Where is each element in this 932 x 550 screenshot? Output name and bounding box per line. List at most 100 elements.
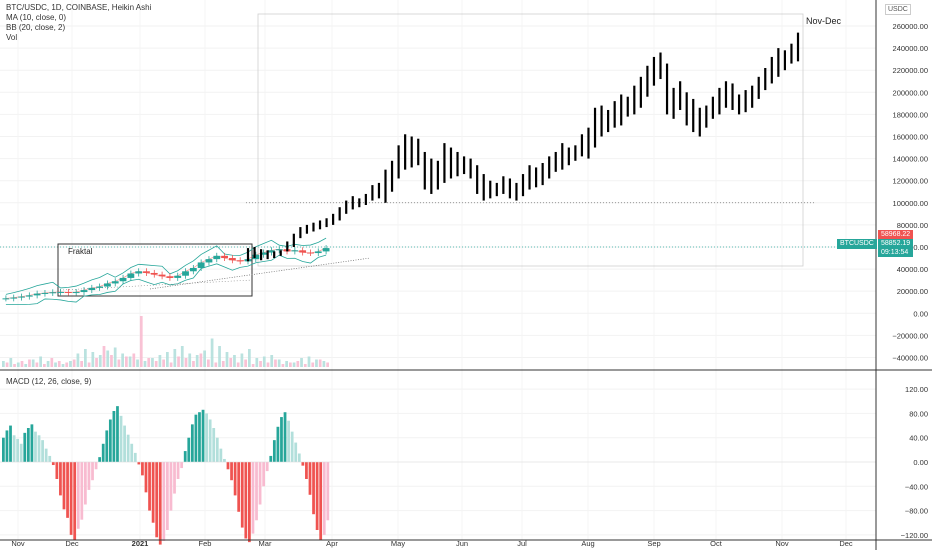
history-candle — [268, 250, 275, 253]
history-candle — [252, 254, 260, 260]
macd-bar — [166, 462, 169, 530]
time-tick-label: Sep — [647, 539, 660, 548]
macd-bar — [158, 462, 162, 545]
macd-bar — [294, 442, 298, 462]
volume-bar — [292, 362, 296, 367]
macd-bar — [248, 462, 251, 543]
volume-bar — [143, 361, 147, 367]
volume-bar — [300, 358, 303, 367]
volume-bar — [125, 356, 128, 367]
price-tick-label: 200000.00 — [893, 88, 928, 97]
time-tick-label: Mar — [259, 539, 272, 548]
volume-bar — [151, 358, 154, 367]
macd-bar — [240, 462, 244, 528]
history-candle — [25, 295, 33, 297]
price-tick-label: 180000.00 — [893, 110, 928, 119]
volume-bar — [5, 362, 9, 367]
chart-legend: BTC/USDC, 1D, COINBASE, Heikin Ashi MA (… — [6, 3, 151, 43]
time-tick-label: 2021 — [132, 539, 149, 548]
time-tick-label: Feb — [199, 539, 212, 548]
macd-bar — [312, 462, 315, 515]
volume-bar — [322, 361, 326, 367]
macd-histogram — [0, 406, 876, 545]
volume-bar — [2, 361, 5, 367]
fraktal-annotation-box — [57, 243, 253, 297]
price-label-green: 58852.19 09:13:54 — [878, 239, 914, 257]
macd-bar — [51, 462, 55, 466]
macd-bar — [155, 462, 159, 538]
volume-bar — [154, 361, 158, 367]
history-candle — [299, 250, 307, 253]
price-tick-label: 120000.00 — [893, 177, 928, 186]
history-candle — [307, 252, 314, 254]
volume-bar — [307, 356, 311, 367]
macd-bar — [169, 462, 173, 511]
volume-bar — [214, 362, 218, 367]
volume-bar — [199, 353, 203, 367]
history-candle — [275, 249, 283, 251]
volume-bar — [248, 349, 251, 367]
history-candle — [135, 271, 143, 274]
volume-bar — [46, 361, 50, 367]
volume-bar — [262, 356, 266, 367]
macd-bar — [208, 419, 212, 462]
volume-bar — [80, 361, 83, 367]
time-tick-label: Jul — [517, 539, 527, 548]
macd-bar — [41, 440, 44, 462]
volume-bar — [132, 353, 136, 367]
volume-bar — [43, 364, 46, 367]
price-tick-label: 160000.00 — [893, 132, 928, 141]
history-candle — [158, 274, 166, 277]
projection-range-box — [257, 13, 804, 267]
macd-bar — [244, 462, 248, 539]
symbol-label: BTCUSDC — [837, 239, 877, 249]
time-tick-label: May — [391, 539, 405, 548]
macd-bar — [133, 452, 137, 462]
history-candle — [236, 260, 244, 262]
macd-bar — [269, 455, 273, 462]
macd-bar — [119, 415, 123, 462]
volume-bar — [315, 359, 318, 367]
macd-bar — [112, 411, 116, 462]
time-tick-label: Jun — [456, 539, 468, 548]
volume-bar — [251, 364, 255, 367]
volume-bar — [207, 359, 210, 367]
volume-bar — [147, 358, 151, 367]
volume-bar — [274, 359, 277, 367]
macd-tick-label: 80.00 — [909, 409, 928, 418]
volume-bar — [54, 362, 57, 367]
macd-bar — [62, 462, 66, 510]
macd-bar — [9, 425, 12, 462]
volume-bar — [173, 349, 177, 367]
macd-bar — [223, 458, 226, 462]
time-tick-label: Aug — [581, 539, 594, 548]
price-tick-label: 140000.00 — [893, 155, 928, 164]
volume-bar — [221, 361, 225, 367]
macd-bar — [319, 462, 323, 540]
macd-bar — [305, 462, 308, 479]
history-candle — [111, 281, 119, 284]
history-candle — [174, 275, 182, 278]
projection-bars — [246, 32, 800, 262]
macd-bar — [258, 462, 262, 505]
macd-tick-label: −120.00 — [901, 531, 928, 540]
price-label-red: 58968.22 — [878, 230, 914, 240]
macd-tick-label: −80.00 — [905, 507, 928, 516]
macd-bar — [251, 462, 255, 534]
volume-bar — [20, 361, 24, 367]
price-tick-label: −20000.00 — [892, 331, 928, 340]
macd-bar — [144, 462, 148, 493]
volume-bar — [318, 359, 322, 367]
macd-bar — [272, 440, 276, 462]
macd-bar — [44, 448, 48, 462]
volume-bar — [28, 359, 31, 367]
macd-bar — [130, 443, 134, 462]
macd-bar — [280, 417, 283, 462]
volume-bar — [266, 362, 270, 367]
legend-bb: BB (20, close, 2) — [6, 23, 66, 32]
history-candle — [197, 262, 205, 268]
macd-bar — [219, 448, 223, 462]
countdown-timer: 09:13:54 — [881, 249, 909, 256]
history-candle — [150, 272, 158, 275]
